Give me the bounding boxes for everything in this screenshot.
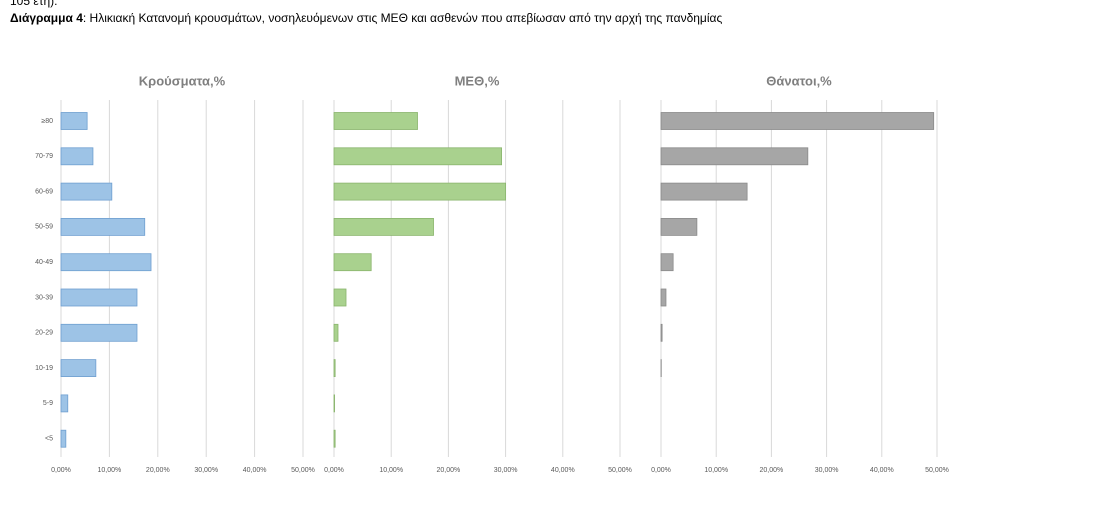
bar	[660, 323, 663, 342]
bar	[333, 147, 502, 166]
bar	[660, 182, 748, 201]
bar	[660, 217, 698, 236]
bar	[60, 288, 138, 307]
x-tick-label: 50,00%	[291, 467, 315, 474]
bar	[333, 323, 339, 342]
bar	[333, 182, 507, 201]
cut-line: 105 έτη).	[10, 0, 57, 8]
x-tick-label: 30,00%	[194, 467, 218, 474]
y-tick-label: ≥80	[41, 118, 53, 125]
x-tick-label: 0,00%	[651, 467, 671, 474]
x-tick-label: 0,00%	[51, 467, 71, 474]
caption-label: Διάγραμμα 4	[10, 11, 83, 25]
bar	[333, 112, 418, 130]
bar	[60, 253, 152, 272]
y-tick-label: 10-19	[35, 365, 53, 372]
x-tick-label: 0,00%	[324, 467, 344, 474]
x-tick-label: 10,00%	[379, 467, 403, 474]
x-tick-label: 40,00%	[870, 467, 894, 474]
bar	[60, 182, 113, 201]
caption: Διάγραμμα 4: Ηλικιακή Κατανομή κρουσμάτω…	[10, 11, 722, 25]
x-tick-label: 10,00%	[98, 467, 122, 474]
bar	[60, 112, 88, 130]
bar	[333, 217, 434, 236]
chart-title: Κρούσματα,%	[139, 73, 226, 88]
bar	[333, 359, 336, 378]
y-tick-label: 70-79	[35, 153, 53, 160]
x-tick-label: 20,00%	[437, 467, 461, 474]
y-tick-label: 30-39	[35, 294, 53, 301]
x-tick-label: 50,00%	[608, 467, 632, 474]
x-tick-label: 10,00%	[704, 467, 728, 474]
y-tick-label: <5	[45, 436, 53, 443]
caption-text: : Ηλικιακή Κατανομή κρουσμάτων, νοσηλευό…	[83, 11, 723, 25]
y-tick-label: 50-59	[35, 224, 53, 231]
bar	[333, 394, 335, 413]
x-tick-label: 30,00%	[494, 467, 518, 474]
x-tick-label: 40,00%	[551, 467, 575, 474]
chart-title: Θάνατοι,%	[766, 73, 832, 88]
bar	[60, 394, 69, 413]
bar	[333, 253, 372, 272]
bar	[60, 217, 146, 236]
bar	[60, 429, 67, 448]
bar	[660, 112, 935, 130]
y-tick-label: 5-9	[43, 400, 53, 407]
x-tick-label: 20,00%	[760, 467, 784, 474]
bar	[660, 147, 809, 166]
bar	[60, 323, 138, 342]
chart-title: ΜΕΘ,%	[455, 73, 500, 88]
bar	[60, 147, 94, 166]
x-tick-label: 30,00%	[815, 467, 839, 474]
y-tick-label: 60-69	[35, 188, 53, 195]
x-tick-label: 50,00%	[925, 467, 949, 474]
y-tick-label: 40-49	[35, 259, 53, 266]
x-tick-label: 40,00%	[243, 467, 267, 474]
bar	[333, 288, 347, 307]
bar	[660, 253, 674, 272]
y-tick-label: 20-29	[35, 330, 53, 337]
bar	[660, 288, 667, 307]
bar	[333, 429, 336, 448]
x-tick-label: 20,00%	[146, 467, 170, 474]
bar	[60, 359, 97, 378]
